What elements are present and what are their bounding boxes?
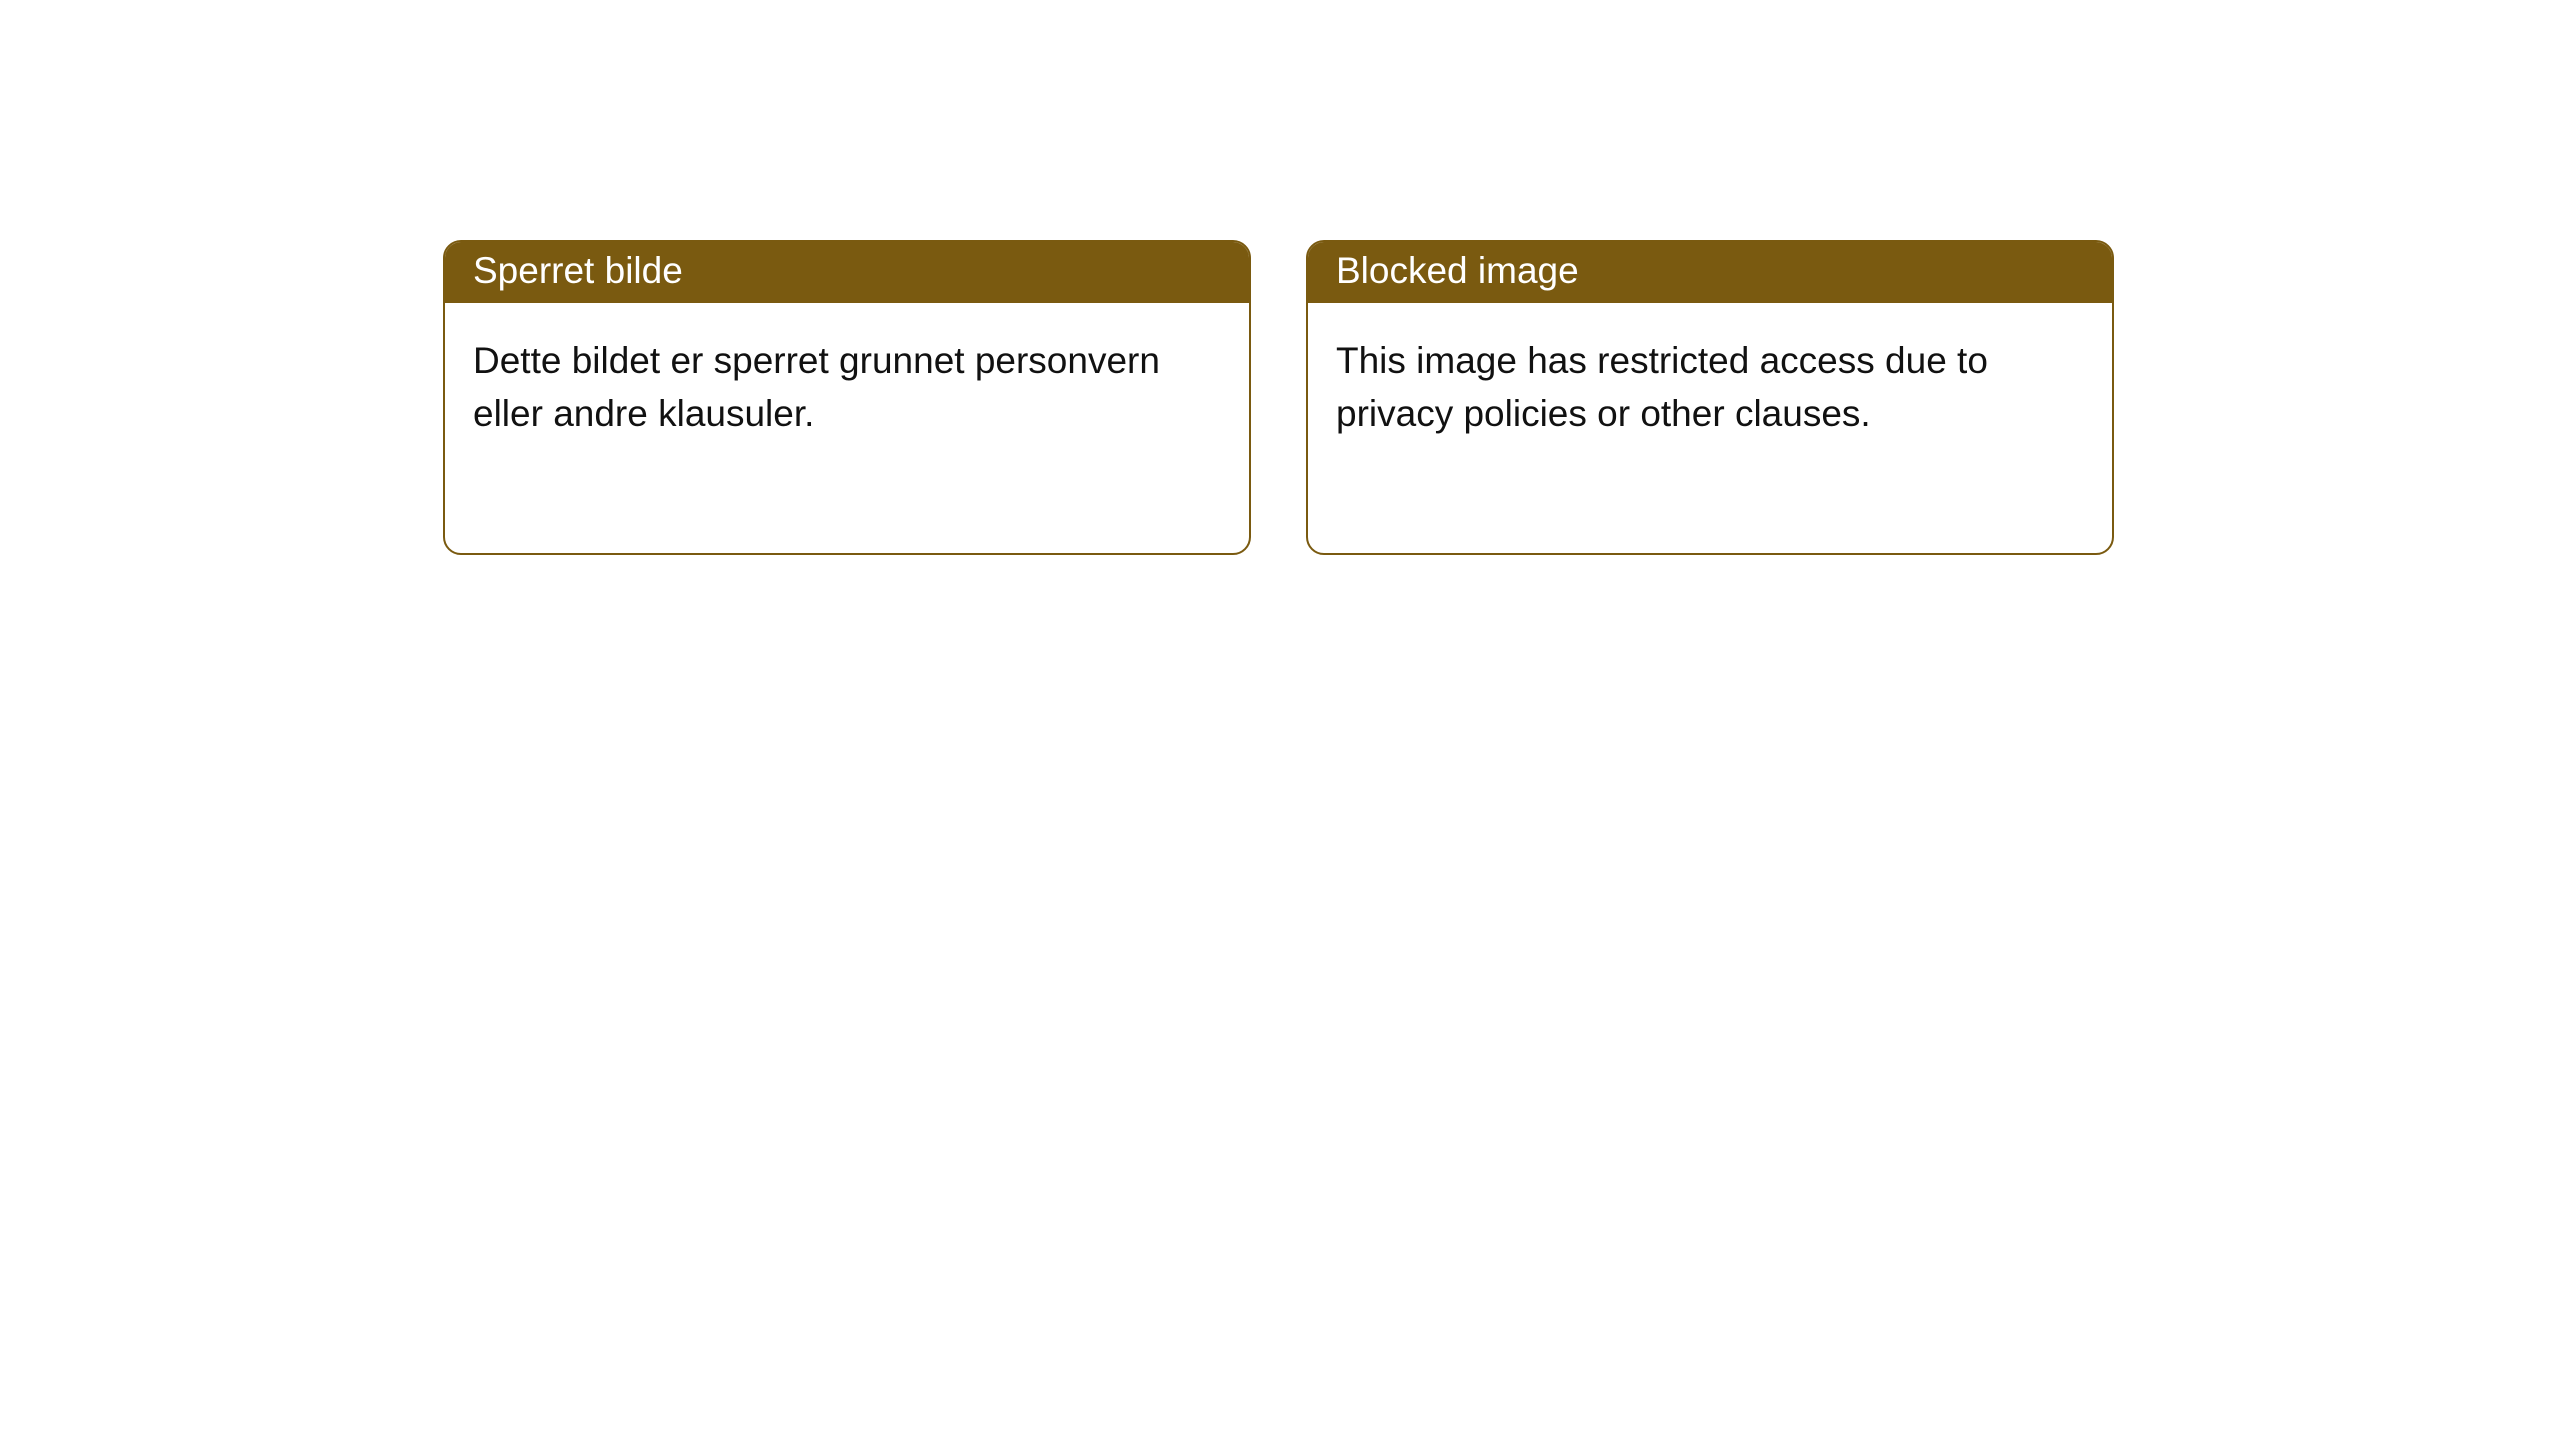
notice-container: Sperret bilde Dette bildet er sperret gr… — [443, 240, 2114, 555]
notice-body-no: Dette bildet er sperret grunnet personve… — [445, 303, 1249, 553]
notice-body-en: This image has restricted access due to … — [1308, 303, 2112, 553]
notice-card-no: Sperret bilde Dette bildet er sperret gr… — [443, 240, 1251, 555]
notice-card-en: Blocked image This image has restricted … — [1306, 240, 2114, 555]
notice-header-no: Sperret bilde — [445, 242, 1249, 303]
notice-header-en: Blocked image — [1308, 242, 2112, 303]
